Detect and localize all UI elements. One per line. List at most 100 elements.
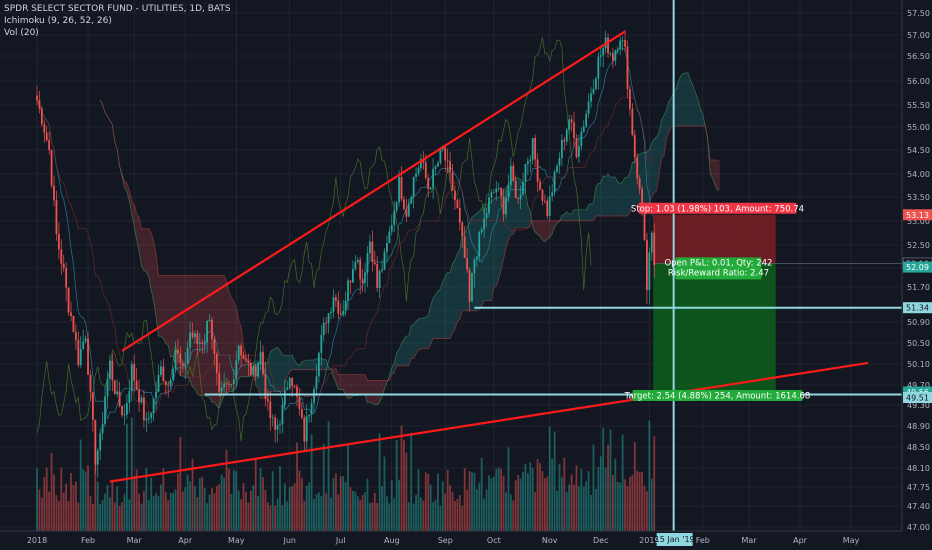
- cloud-segment: [527, 205, 531, 228]
- volume-bar: [60, 467, 63, 531]
- time-axis-panel[interactable]: [0, 531, 932, 550]
- price-tick-label: 57.00: [907, 31, 930, 40]
- price-tag-label: 52.09: [906, 263, 929, 272]
- volume-bar: [388, 503, 391, 531]
- time-axis[interactable]: 2018 Feb Mar Apr May Jun Jul Aug Sep Oct Nov Dec 201…: [27, 536, 860, 545]
- volume-bar: [556, 491, 558, 531]
- candle-body: [223, 383, 226, 388]
- cloud-segment: [175, 275, 178, 371]
- candle-body: [327, 313, 330, 324]
- candle-body: [300, 409, 303, 418]
- cloud-segment: [357, 374, 361, 396]
- cloud-segment: [457, 249, 460, 322]
- price-tick-label: 55.00: [907, 123, 930, 132]
- candle-body: [317, 352, 320, 377]
- volume-bar: [116, 486, 119, 531]
- candle-body: [483, 218, 486, 230]
- candle-body: [636, 157, 639, 179]
- volume-bar: [475, 489, 478, 531]
- candle-body: [106, 378, 109, 397]
- candle-body: [390, 224, 393, 232]
- cloud-segment: [583, 209, 587, 221]
- candle-body: [410, 196, 413, 204]
- cloud-segment: [226, 281, 229, 393]
- volume-bar: [36, 468, 38, 531]
- candle-body: [101, 423, 104, 434]
- candle-body: [257, 363, 260, 377]
- candle-body: [181, 363, 184, 367]
- volume-bar: [109, 497, 111, 531]
- volume-bar: [70, 472, 72, 531]
- cloud-segment: [280, 350, 283, 392]
- volume-bar: [643, 485, 646, 531]
- candle-body: [172, 368, 174, 381]
- cloud-segment: [289, 355, 293, 372]
- candle-body: [653, 232, 656, 266]
- candle-body: [55, 200, 58, 234]
- cloud-segment: [340, 374, 344, 390]
- candle-body: [420, 158, 422, 169]
- candle-body: [568, 119, 571, 130]
- cloud-segment: [554, 220, 558, 227]
- volume-bar: [208, 494, 211, 531]
- volume-bar: [169, 492, 172, 531]
- cloud-segment: [168, 275, 171, 357]
- volume-bar: [458, 495, 461, 531]
- candle-body: [565, 129, 568, 142]
- candle-body: [497, 187, 500, 189]
- candle-body: [201, 342, 204, 344]
- volume-bar: [648, 420, 651, 531]
- candle-body: [65, 268, 68, 288]
- volume-bar: [296, 442, 298, 531]
- cloud-segment: [165, 275, 169, 346]
- volume-bar: [653, 436, 656, 531]
- candle-body: [646, 239, 648, 291]
- volume-bar: [237, 490, 240, 531]
- price-tick-label: 54.00: [907, 170, 930, 179]
- cloud-segment: [304, 360, 307, 370]
- candle-body: [633, 135, 636, 158]
- cloud-segment: [158, 275, 161, 337]
- candle-body: [145, 418, 148, 421]
- cloud-segment: [141, 228, 144, 271]
- cloud-segment: [345, 374, 349, 399]
- candle-body: [36, 95, 38, 101]
- ichimoku-indicator-label[interactable]: Ichimoku (9, 26, 52, 26): [4, 16, 112, 26]
- volume-bar: [505, 492, 507, 531]
- symbol-title[interactable]: SPDR SELECT SECTOR FUND - UTILITIES, 1D,…: [4, 4, 231, 14]
- volume-bar: [461, 505, 464, 531]
- candle-body: [177, 349, 179, 354]
- candle-body: [524, 163, 527, 182]
- cloud-segment: [433, 294, 436, 339]
- candle-body: [624, 40, 626, 47]
- volume-bar: [223, 477, 226, 531]
- price-axis-panel[interactable]: [902, 0, 932, 550]
- crosshair-time-box: [656, 533, 693, 546]
- volume-bar: [381, 485, 383, 531]
- cloud-segment: [396, 349, 400, 366]
- candle-body: [587, 101, 590, 114]
- price-tick-label: 53.00: [907, 217, 930, 226]
- volume-bar: [439, 505, 442, 531]
- volume-indicator-label[interactable]: Vol (20): [4, 28, 39, 38]
- cloud-segment: [547, 220, 550, 239]
- cloud-segment: [202, 275, 205, 396]
- candle-body: [152, 398, 155, 414]
- cloud-segment: [275, 347, 278, 392]
- candle-body: [91, 392, 94, 420]
- volume-bar: [359, 500, 362, 531]
- volume-bar: [140, 503, 143, 531]
- cloud-segment: [420, 318, 424, 349]
- candle-body: [456, 200, 459, 208]
- candle-body: [434, 166, 437, 169]
- cloud-segment: [574, 209, 577, 221]
- cloud-segment: [552, 220, 555, 234]
- volume-bar: [271, 471, 274, 531]
- volume-bar: [262, 477, 264, 531]
- cloud-segment: [379, 380, 383, 403]
- volume-bar: [99, 503, 102, 531]
- volume-bar: [595, 488, 597, 531]
- volume-bar: [376, 502, 379, 531]
